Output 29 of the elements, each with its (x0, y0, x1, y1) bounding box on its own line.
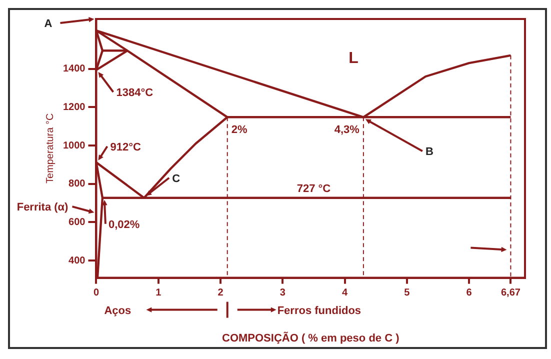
y-tick-label: 800 (68, 178, 86, 190)
annotation: Ferrita (α) (16, 202, 69, 214)
x-tick-label: 6,67 (500, 288, 521, 299)
x-tick-label: 0 (93, 288, 100, 299)
annotation: L (348, 50, 359, 67)
annotation: 912°C (110, 141, 141, 154)
annotation: 4,3% (334, 124, 360, 136)
annotation: 0,02% (108, 218, 140, 231)
text: A (44, 18, 52, 30)
annotation: 1384°C (116, 86, 154, 99)
y-tick-label: 600 (68, 216, 86, 228)
annotation: 727 °C (296, 182, 331, 195)
annotation: 2% (231, 124, 248, 136)
x-tick-label: 2 (218, 288, 224, 299)
annotation: B (425, 146, 434, 158)
x-tick-label: 4 (342, 288, 348, 299)
x-tick-label: 3 (280, 288, 286, 299)
y-axis-title: Temperatura °C (44, 113, 56, 184)
x-tick-label: 6 (466, 288, 472, 299)
text: Aços (104, 304, 132, 317)
text: Ferros fundidos (277, 304, 362, 317)
y-tick-label: 1000 (62, 140, 86, 152)
y-tick-label: 400 (68, 255, 86, 266)
x-axis-title: COMPOSIÇÃO ( % em peso de C ) (222, 331, 400, 344)
annotation: C (172, 172, 180, 185)
x-tick-label: 5 (404, 288, 410, 299)
y-tick-label: 1200 (62, 102, 86, 113)
x-tick-label: 1 (156, 288, 162, 299)
y-tick-label: 1400 (62, 64, 86, 75)
